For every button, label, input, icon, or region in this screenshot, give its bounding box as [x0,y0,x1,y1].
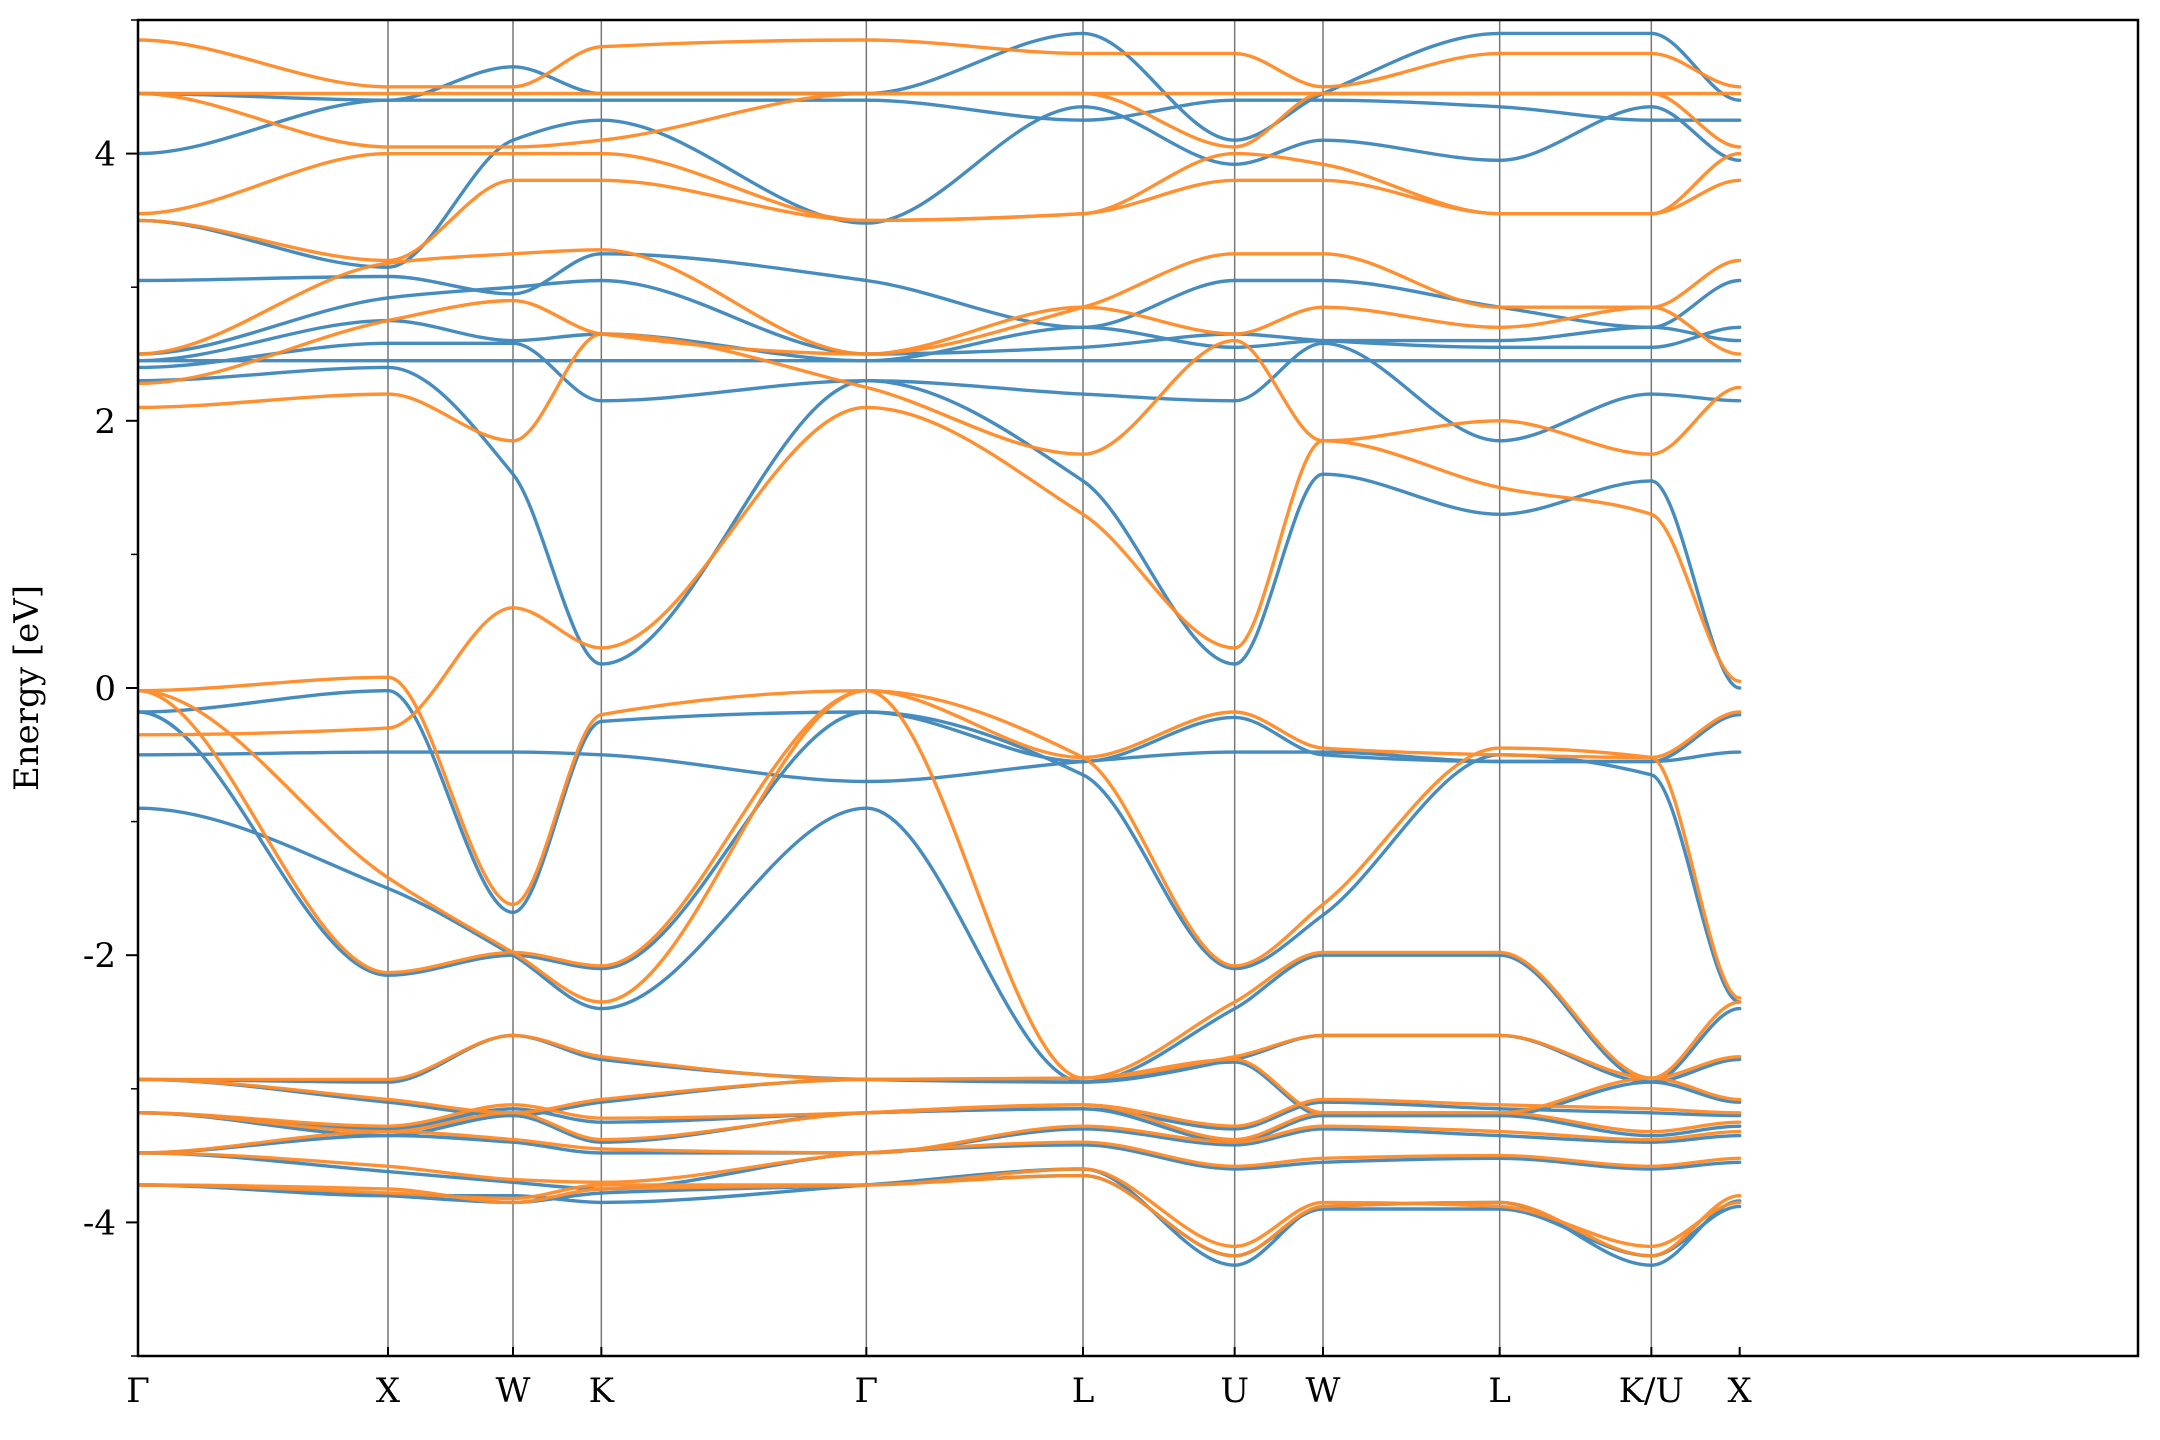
band-line-series_a-16 [138,278,1742,356]
band-line-series_a-2 [138,1143,1742,1191]
band-line-series_b-11 [138,405,1742,737]
band-line-series_b-12 [138,332,1742,456]
x-tick-label: Γ [855,1371,879,1411]
band-line-series_a-13 [138,341,1742,443]
band-line-series_b-1 [138,1167,1742,1249]
y-tick-label: 0 [94,669,116,709]
band-line-series_a-5 [138,1100,1742,1131]
band-line-series_b-10 [138,675,1742,907]
y-ticks: -4 -2 0 2 4 [83,19,138,1357]
y-tick-label: -2 [83,936,116,976]
band-line-series_b-8 [138,689,1742,1080]
x-tick-label: L [1072,1371,1095,1411]
band-line-series_a-20 [138,31,1742,142]
series-series_b [138,38,1742,1258]
band-line-series_b-16 [138,151,1742,223]
x-tick-label: U [1220,1371,1249,1411]
band-line-series_b-2 [138,1140,1742,1184]
band-line-series_a-12 [138,365,1742,690]
kpoint-lines [387,20,1653,1356]
band-line-series_a-8 [138,806,1742,1084]
band-line-series_a-18 [138,105,1742,269]
x-tick-label: X [376,1371,401,1411]
bands [138,31,1742,1267]
band-line-series_b-19 [138,38,1742,89]
band-line-series_a-15 [138,318,1742,363]
band-line-series_a-19 [138,98,1742,156]
band-line-series_b-13 [138,298,1742,386]
x-tick-label: L [1488,1371,1511,1411]
x-tick-label: Γ [126,1371,150,1411]
x-tick-label: K/U [1619,1371,1685,1411]
x-tick-label: W [1306,1371,1341,1411]
band-line-series_b-3 [138,1124,1742,1155]
x-tick-label: X [1728,1371,1753,1411]
band-line-series_b-7 [138,1033,1742,1082]
band-line-series_b-9 [138,689,1742,1000]
band-line-series_b-5 [138,1097,1742,1128]
band-line-series_b-14 [138,248,1742,356]
y-tick-label: -4 [83,1203,116,1243]
x-tick-label: W [496,1371,531,1411]
y-axis-label: Energy [eV] [7,585,47,791]
x-ticks: Γ X W K Γ L U W L K/U X [126,1347,1753,1411]
x-tick-label: K [589,1371,615,1411]
band-line-series_a-3 [138,1127,1742,1155]
y-tick-label: 2 [94,402,116,442]
series-series_a [138,31,1742,1267]
band-line-series_a-11 [138,750,1742,784]
y-tick-label: 4 [94,135,116,175]
